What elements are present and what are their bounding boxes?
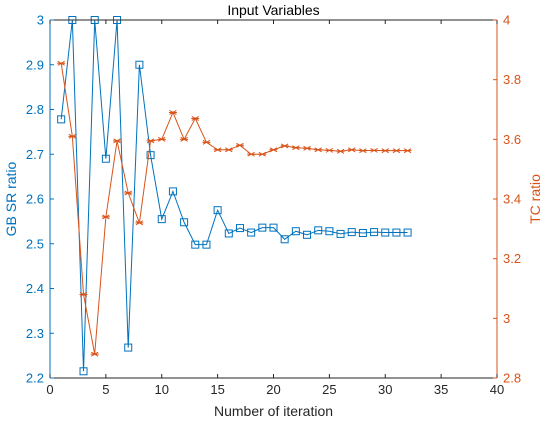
y-left-tick-label: 2.9 [26,57,44,72]
series-1-point [392,228,401,237]
series-2-point [370,147,379,153]
y-left-tick-label: 2.4 [26,281,44,296]
series-2-point [303,145,312,151]
series-2-point [157,136,166,142]
series-2-point [392,148,401,154]
series-2-point [403,148,412,154]
series-1-point [280,235,289,244]
y-axis-right-label: TC ratio [527,174,543,224]
y-right-tick-label: 3 [503,311,510,326]
series-1-point [347,228,356,237]
series-2-point [180,136,189,142]
y-left-tick-label: 2.2 [26,371,44,386]
y-right-tick-label: 4 [503,13,510,28]
series-2-point [124,190,133,196]
series-1-point [303,230,312,239]
series-1-point [381,228,390,237]
series-1-point [269,223,278,232]
y-right-tick-label: 3.8 [503,72,521,87]
series-2-point [269,147,278,153]
series-2-point [325,147,334,153]
y-right-tick-label: 3.6 [503,132,521,147]
series-2-point [314,147,323,153]
y-right-tick-label: 3.2 [503,251,521,266]
series-1-point [180,218,189,227]
series-2-point [101,214,110,220]
series-2-point [258,151,267,157]
series-2-point [247,151,256,157]
series-layer [57,16,412,376]
series-2-point [213,147,222,153]
x-tick-label: 25 [322,382,336,397]
series-1-point [370,228,379,237]
y-left-tick-label: 2.8 [26,102,44,117]
series-1-point [325,227,334,236]
series-1-point [247,228,256,237]
chart-title: Input Variables [227,2,319,18]
series-1-point [213,206,222,215]
series-1-point [224,229,233,238]
x-tick-label: 20 [266,382,280,397]
series-2-point [358,148,367,154]
series-1-point [157,215,166,224]
series-1-point [168,187,177,196]
series-1-point [258,223,267,232]
series-1-point [135,60,144,69]
x-tick-label: 35 [434,382,448,397]
series-2-point [381,148,390,154]
series-1-point [124,343,133,352]
series-2-point [79,292,88,297]
series-2-point [146,138,155,144]
y-left-tick-label: 2.7 [26,147,44,162]
series-1-point [358,229,367,238]
x-tick-label: 30 [378,382,392,397]
series-2-point [224,147,233,153]
x-axis-label: Number of iteration [214,403,333,419]
series-2-point [168,110,177,115]
series-2-point [235,142,244,148]
series-1-point [403,228,412,237]
series-1-point [202,240,211,249]
y-left-tick-label: 2.5 [26,236,44,251]
series-1-point [57,115,66,124]
x-tick-label: 0 [46,382,53,397]
series-2-point [57,60,66,66]
series-2-point [291,145,300,151]
y-left-tick-label: 2.6 [26,192,44,207]
y-right-tick-label: 2.8 [503,371,521,386]
x-tick-label: 15 [210,382,224,397]
series-1-point [336,229,345,238]
plot-area [50,20,497,378]
series-1-point [101,154,110,163]
y-left-tick-label: 3 [37,13,44,28]
x-tick-label: 5 [102,382,109,397]
series-2-point [280,143,289,149]
series-2-point [68,133,77,139]
series-1-point [191,240,200,249]
series-2-point [90,351,99,357]
series-1-point [291,227,300,236]
x-tick-label: 40 [490,382,504,397]
series-1-point [235,224,244,233]
series-1-point [79,367,88,376]
y-axis-left-label: GB SR ratio [3,161,19,236]
series-2-point [202,139,211,145]
y-right-tick-label: 3.4 [503,192,521,207]
axes-layer: 0 5 10 15 20 25 30 35 40 2.2 2.3 2.4 2.5 2.6 2.7 2.8 2.9… [26,13,521,398]
x-tick-label: 10 [155,382,169,397]
y-left-tick-label: 2.3 [26,326,44,341]
series-2-point [347,147,356,153]
series-2-point [336,148,345,154]
series-1-line [60,19,408,372]
series-2-point [113,138,122,144]
series-2-point [135,220,144,226]
series-1-point [314,226,323,235]
series-2-point [191,116,200,121]
series-1-point [146,151,155,160]
